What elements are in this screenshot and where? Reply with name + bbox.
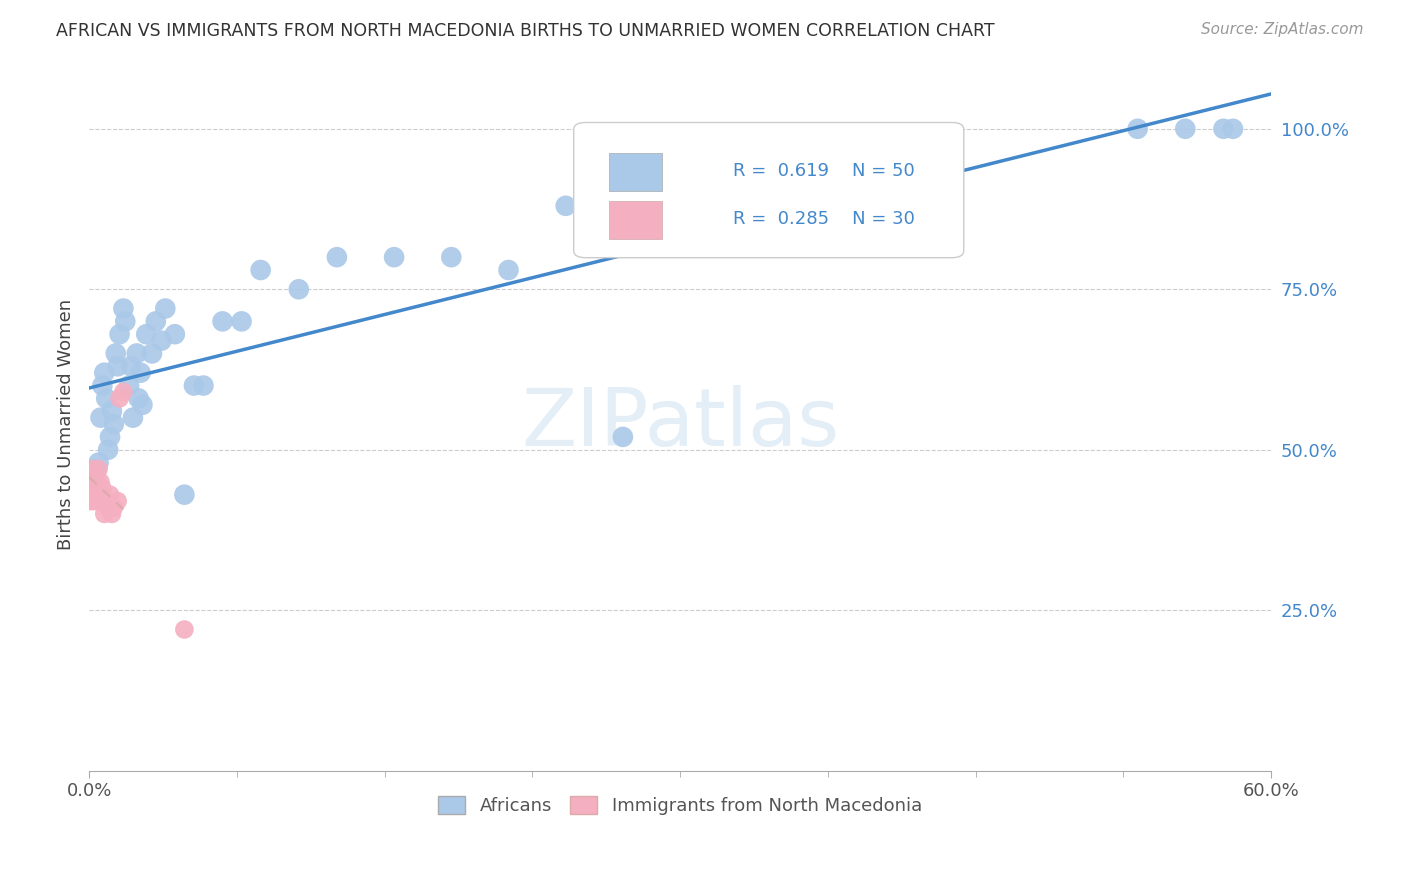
Point [122,410,145,425]
Point [173,623,195,637]
Point [89,410,111,425]
Point [650,199,672,213]
FancyBboxPatch shape [609,153,662,191]
Point [155,301,177,316]
Point [104,346,127,360]
FancyBboxPatch shape [574,122,963,258]
Point [1222,121,1244,136]
Point [173,488,195,502]
Point [97,500,120,515]
Point [86,494,108,508]
Text: Source: ZipAtlas.com: Source: ZipAtlas.com [1201,22,1364,37]
Point [141,346,163,360]
Point [128,392,150,406]
Point [145,314,167,328]
Point [77,494,100,508]
Point [554,199,576,213]
Point [96,494,118,508]
Point [87,481,110,495]
Point [125,346,148,360]
Point [82,488,104,502]
Point [112,384,135,399]
Point [440,250,463,264]
Point [131,398,153,412]
Point [91,378,114,392]
Point [211,314,233,328]
Point [98,488,121,502]
Point [326,250,349,264]
Point [80,462,103,476]
Point [231,314,253,328]
Point [120,359,142,374]
Point [97,442,120,457]
Point [707,186,730,200]
Point [1174,121,1197,136]
Point [118,378,141,392]
Point [87,456,110,470]
Point [135,327,157,342]
Point [112,301,135,316]
FancyBboxPatch shape [609,202,662,239]
Point [107,359,129,374]
Point [80,468,103,483]
Point [783,173,806,187]
Point [93,366,115,380]
Y-axis label: Births to Unmarried Women: Births to Unmarried Women [58,299,75,549]
Point [108,327,131,342]
Text: R =  0.619    N = 50: R = 0.619 N = 50 [734,162,915,180]
Text: ZIPatlas: ZIPatlas [522,385,839,463]
Point [163,327,186,342]
Point [80,481,103,495]
Point [80,488,103,502]
Point [498,263,520,277]
Point [91,481,114,495]
Point [150,334,173,348]
Point [83,481,105,495]
Point [1126,121,1149,136]
Point [103,417,125,431]
Point [1212,121,1234,136]
Point [82,472,104,486]
Point [103,500,125,515]
Legend: Africans, Immigrants from North Macedonia: Africans, Immigrants from North Macedoni… [429,787,931,824]
Point [879,199,901,213]
Point [101,404,124,418]
Point [87,462,110,476]
Point [89,488,111,502]
Point [83,488,105,502]
Point [107,494,129,508]
Point [83,468,105,483]
Point [77,475,100,489]
Point [288,282,311,296]
Point [86,462,108,476]
Point [249,263,271,277]
Point [82,475,104,489]
Point [86,475,108,489]
Text: R =  0.285    N = 30: R = 0.285 N = 30 [734,211,915,228]
Point [77,481,100,495]
Point [89,475,111,489]
Point [93,507,115,521]
Point [96,392,118,406]
Point [382,250,405,264]
Point [101,507,124,521]
Point [108,392,131,406]
Point [129,366,152,380]
Point [193,378,215,392]
Point [98,430,121,444]
Point [183,378,205,392]
Point [82,494,104,508]
Point [612,430,634,444]
Point [114,314,136,328]
Text: AFRICAN VS IMMIGRANTS FROM NORTH MACEDONIA BIRTHS TO UNMARRIED WOMEN CORRELATION: AFRICAN VS IMMIGRANTS FROM NORTH MACEDON… [56,22,995,40]
